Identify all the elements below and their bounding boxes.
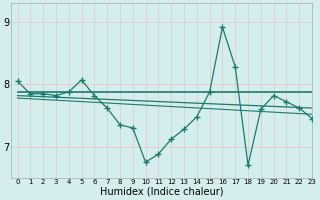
X-axis label: Humidex (Indice chaleur): Humidex (Indice chaleur) — [100, 187, 223, 197]
